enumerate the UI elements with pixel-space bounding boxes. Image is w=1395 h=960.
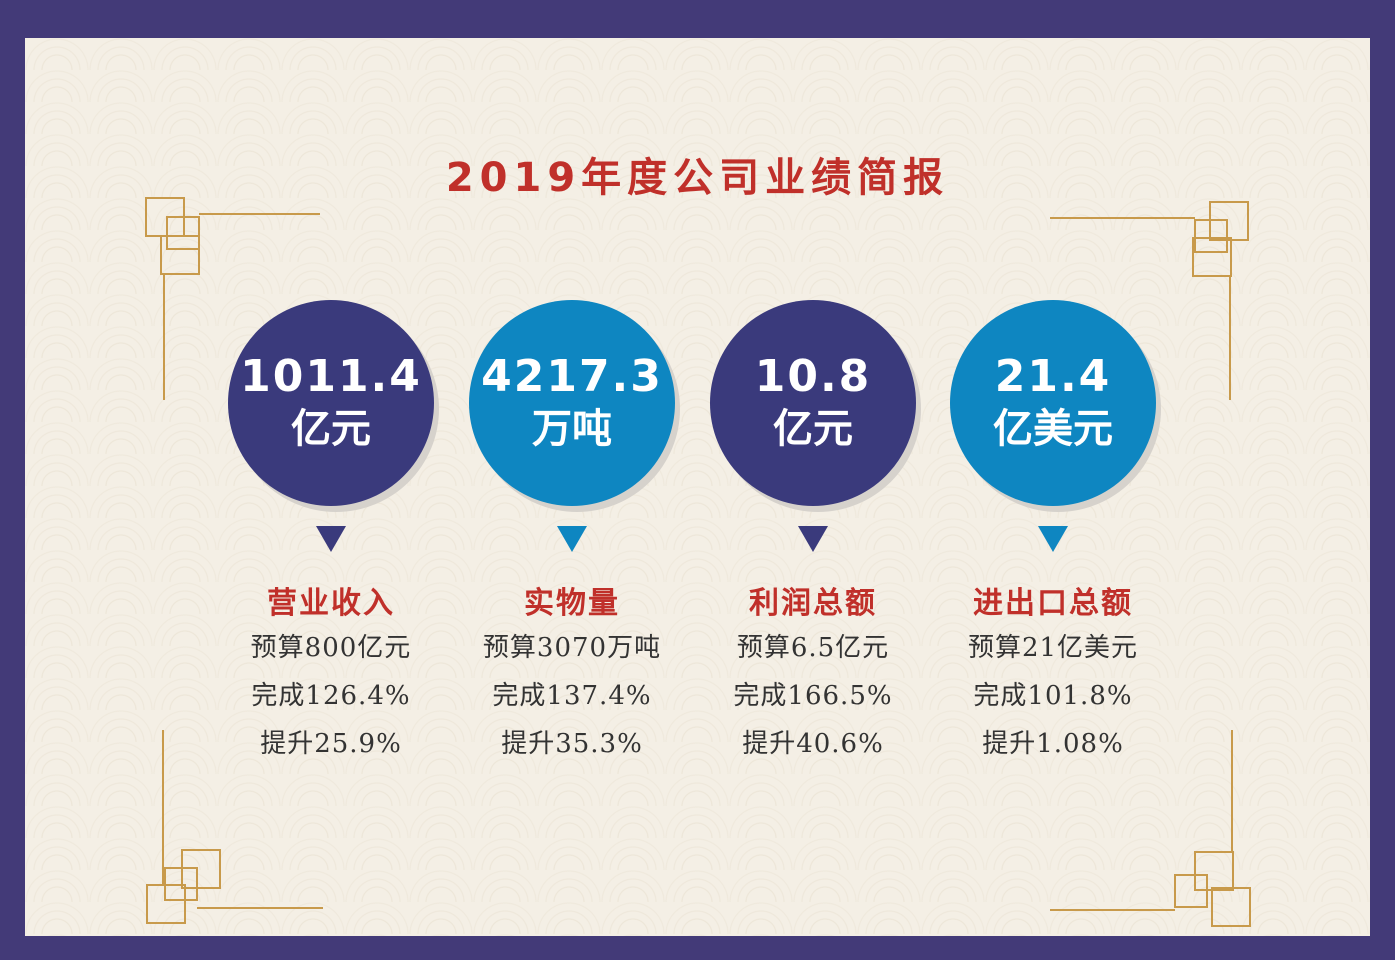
- metric-value: 21.4: [994, 351, 1112, 402]
- background-panel: [25, 38, 1370, 936]
- metric-card-volume: 4217.3 万吨 实物量 预算3070万吨 完成137.4% 提升35.3%: [452, 300, 692, 768]
- metric-value: 1011.4: [240, 351, 422, 402]
- metric-budget: 预算21亿美元: [967, 633, 1139, 663]
- metric-increase: 提升40.6%: [742, 729, 884, 759]
- metric-budget: 预算6.5亿元: [736, 633, 890, 663]
- corner-ornament-top-right: [1050, 201, 1249, 400]
- metric-label: 营业收入: [267, 586, 395, 621]
- metric-unit: 亿元: [773, 406, 853, 452]
- metric-increase: 提升25.9%: [260, 729, 402, 759]
- corner-ornament-top-left: [145, 197, 320, 400]
- metric-completion: 完成166.5%: [733, 681, 893, 711]
- metric-completion: 完成101.8%: [973, 681, 1133, 711]
- metric-increase: 提升35.3%: [501, 729, 643, 759]
- metric-unit: 万吨: [532, 406, 612, 452]
- metric-label: 进出口总额: [973, 586, 1133, 621]
- corner-ornament-bottom-left: [146, 730, 323, 924]
- page-title: 2019年度公司业绩简报: [445, 155, 950, 201]
- metric-budget: 预算800亿元: [250, 633, 412, 663]
- metric-label: 利润总额: [749, 586, 877, 621]
- arrow-down-icon: [557, 526, 587, 552]
- arrow-down-icon: [316, 526, 346, 552]
- metric-unit: 亿元: [291, 406, 371, 452]
- metric-completion: 完成137.4%: [492, 681, 652, 711]
- arrow-down-icon: [1038, 526, 1068, 552]
- metric-value: 10.8: [754, 351, 872, 402]
- metric-increase: 提升1.08%: [982, 729, 1124, 759]
- corner-ornament-bottom-right: [1050, 730, 1251, 927]
- metric-budget: 预算3070万吨: [482, 633, 662, 663]
- metric-card-revenue: 1011.4 亿元 营业收入 预算800亿元 完成126.4% 提升25.9%: [211, 300, 451, 768]
- metric-circle: 1011.4 亿元: [228, 300, 434, 506]
- metric-value: 4217.3: [481, 351, 663, 402]
- metric-circle: 21.4 亿美元: [950, 300, 1156, 506]
- metric-card-trade: 21.4 亿美元 进出口总额 预算21亿美元 完成101.8% 提升1.08%: [933, 300, 1173, 768]
- metric-card-profit: 10.8 亿元 利润总额 预算6.5亿元 完成166.5% 提升40.6%: [693, 300, 933, 768]
- metric-label: 实物量: [524, 586, 620, 621]
- metric-circle: 4217.3 万吨: [469, 300, 675, 506]
- metric-circle: 10.8 亿元: [710, 300, 916, 506]
- metric-unit: 亿美元: [993, 406, 1113, 452]
- metric-completion: 完成126.4%: [251, 681, 411, 711]
- arrow-down-icon: [798, 526, 828, 552]
